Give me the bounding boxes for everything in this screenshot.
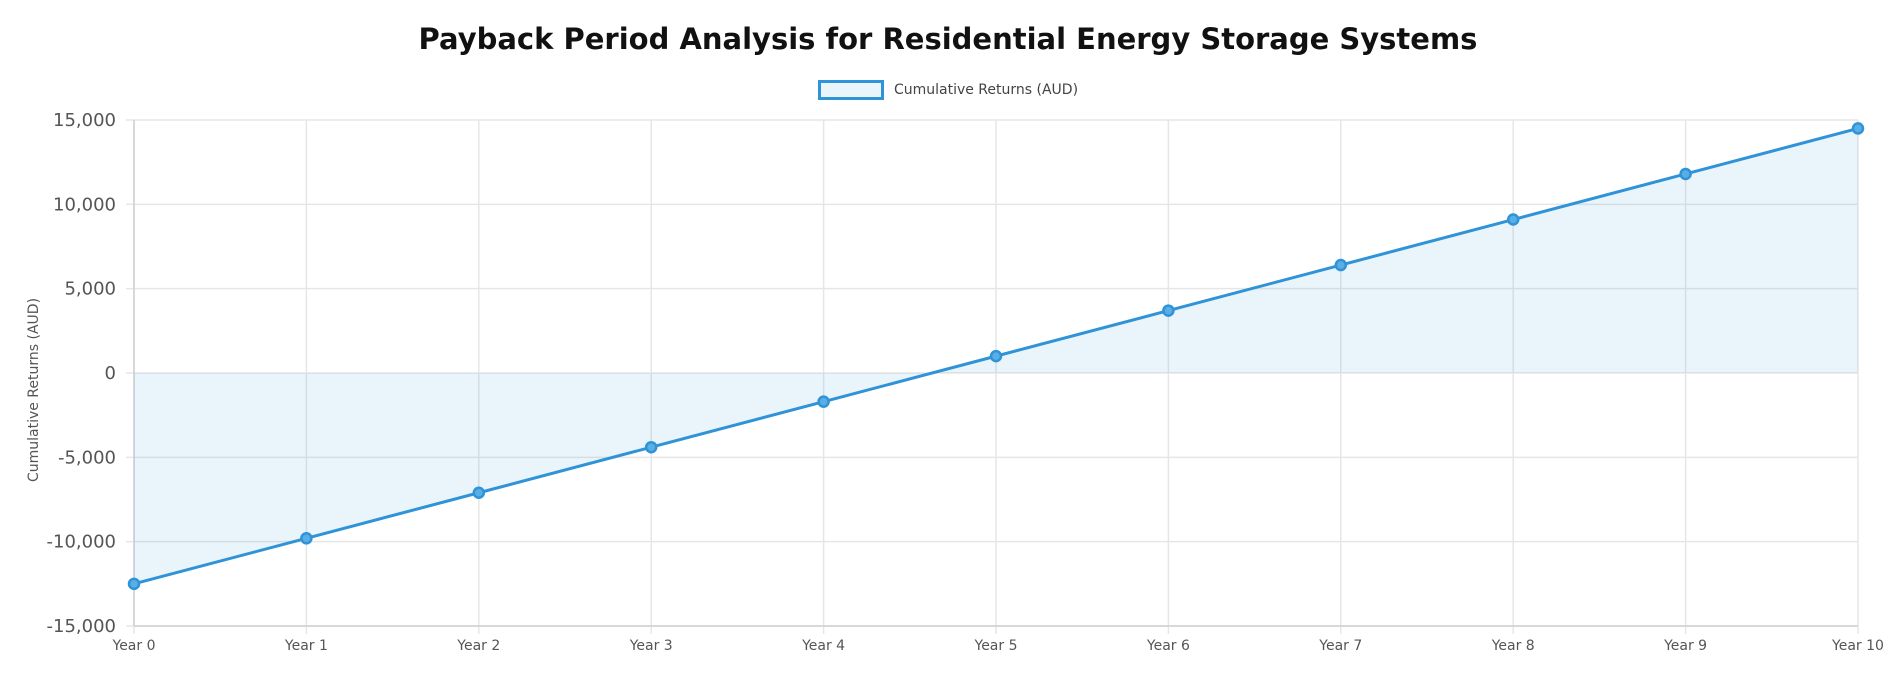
y-tick-label: -15,000: [47, 616, 116, 637]
x-tick-label: Year 7: [1318, 638, 1362, 654]
x-tick-label: Year 6: [1146, 638, 1190, 654]
y-tick-label: -5,000: [58, 447, 116, 468]
data-point: [1506, 213, 1520, 226]
y-tick-label: -10,000: [47, 532, 116, 553]
x-axis-ticks: Year 0 Year 1 Year 2 Year 3 Year 4 Year 5 Year…: [112, 638, 1884, 654]
y-tick-label: 10,000: [53, 194, 116, 215]
data-point: [644, 440, 658, 454]
y-axis-label: Cumulative Returns (AUD): [26, 298, 42, 482]
y-tick-label: 0: [105, 363, 116, 384]
x-tick-label: Year 10: [1831, 638, 1884, 654]
x-tick-label: Year 0: [112, 638, 156, 654]
data-point: [1334, 258, 1348, 272]
data-point: [817, 395, 830, 408]
x-tick-label: Year 2: [456, 638, 500, 654]
x-tick-label: Year 4: [801, 638, 845, 654]
y-axis-ticks: 15,000 10,000 5,000 0 -5,000 -10,000 -15,000: [47, 110, 116, 637]
grid-lines: [126, 119, 1859, 634]
legend[interactable]: Cumulative Returns (AUD): [0, 80, 1896, 100]
data-point: [127, 577, 141, 591]
data-points: [127, 122, 1865, 591]
data-point: [472, 486, 486, 500]
x-tick-label: Year 5: [974, 638, 1018, 654]
y-tick-label: 5,000: [64, 279, 116, 300]
data-point: [1679, 167, 1692, 181]
data-point: [1851, 122, 1865, 135]
x-tick-label: Year 1: [284, 638, 328, 654]
legend-label: Cumulative Returns (AUD): [893, 82, 1079, 98]
x-tick-label: Year 9: [1663, 638, 1707, 654]
data-point: [1162, 304, 1175, 317]
x-tick-label: Year 3: [629, 638, 673, 654]
legend-swatch: [817, 80, 884, 100]
data-point: [300, 532, 313, 545]
chart-title: Payback Period Analysis for Residential …: [418, 22, 1478, 56]
data-point: [989, 349, 1003, 363]
x-tick-label: Year 8: [1491, 638, 1535, 654]
y-tick-label: 15,000: [53, 110, 116, 131]
